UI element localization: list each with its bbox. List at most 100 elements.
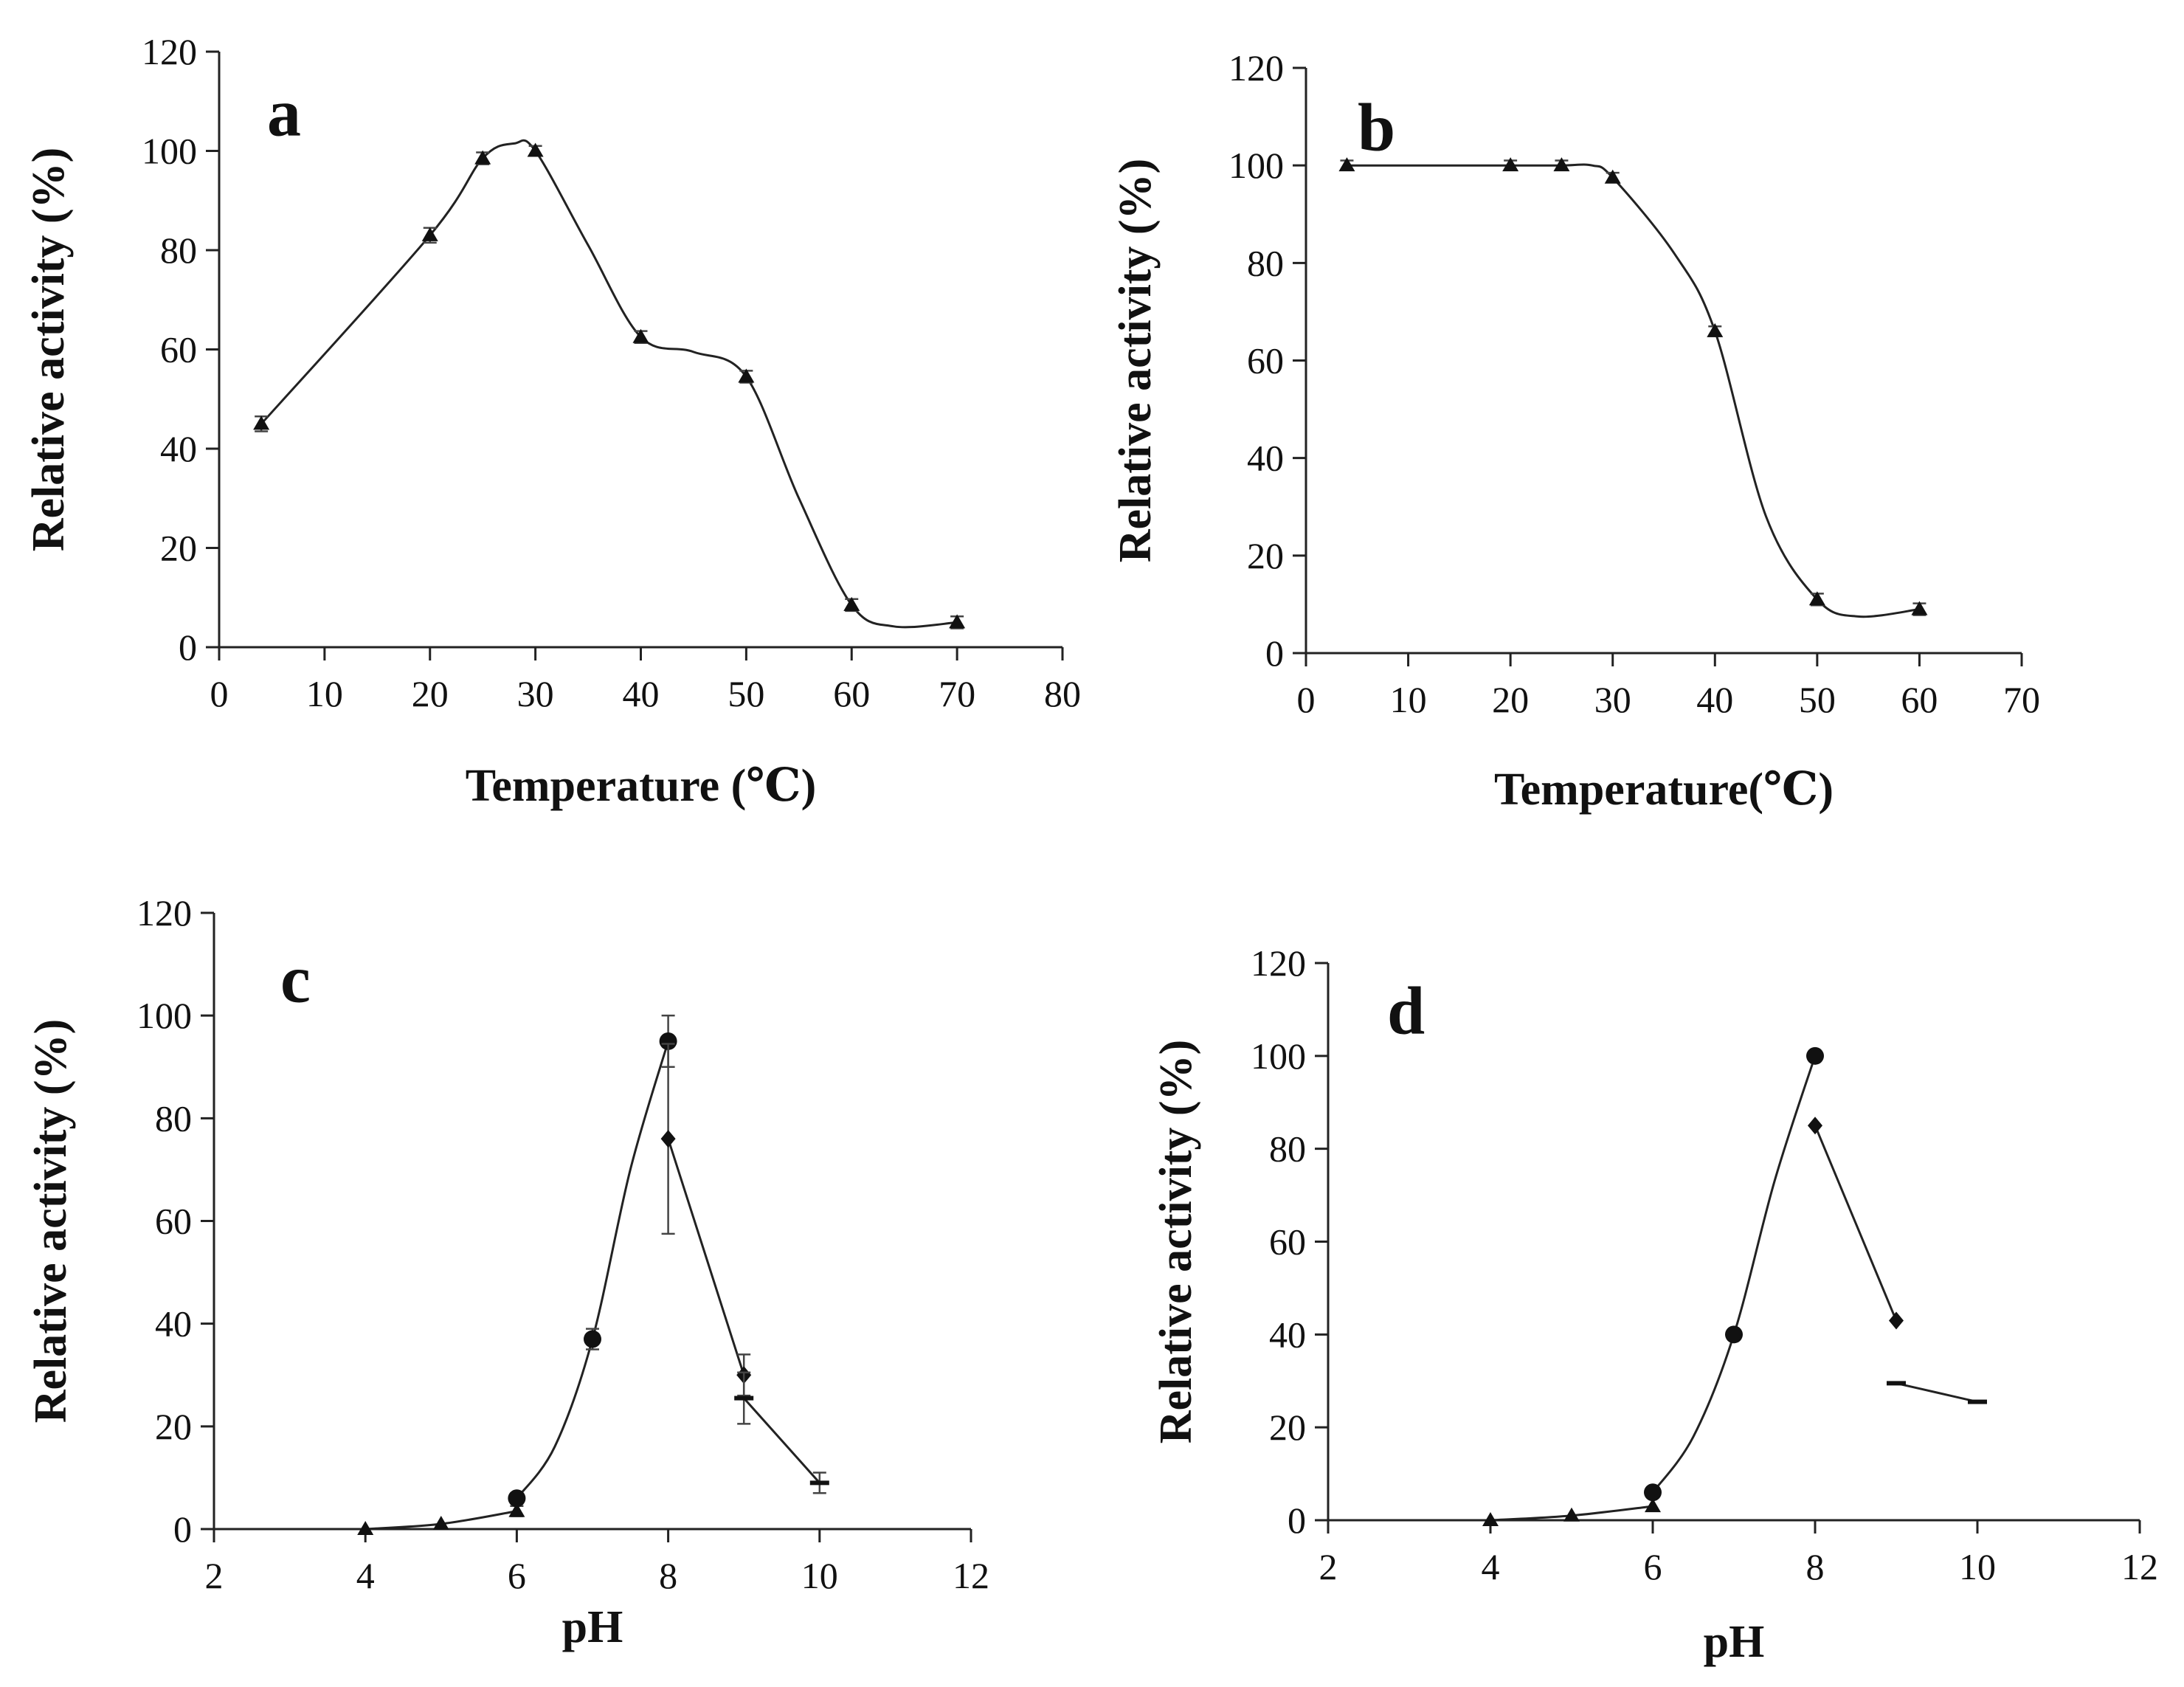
y-axis-title: Relative activity (%) (24, 148, 74, 551)
panel-letter: d (1387, 973, 1425, 1049)
data-point (1338, 157, 1355, 172)
y-axis-title: Relative activity (%) (1151, 1040, 1201, 1443)
y-tick-label: 80 (155, 1097, 192, 1139)
data-point (734, 1396, 754, 1401)
x-tick-label: 8 (659, 1555, 677, 1596)
y-tick-label: 40 (160, 428, 197, 469)
series-dash (734, 1371, 829, 1494)
data-point (1889, 1311, 1904, 1330)
series-line (260, 139, 958, 629)
y-tick-label: 40 (1269, 1314, 1306, 1355)
series-circle (508, 1014, 677, 1508)
data-point (1645, 1498, 1661, 1513)
x-tick-label: 20 (412, 673, 449, 714)
series-triangle (357, 1503, 525, 1535)
data-point (1808, 591, 1825, 606)
y-tick-label: 60 (160, 329, 197, 370)
y-tick-label: 120 (142, 31, 197, 72)
y-tick-label: 20 (160, 528, 197, 569)
data-point (949, 614, 966, 629)
y-tick-label: 60 (1247, 340, 1284, 382)
data-point (1808, 1117, 1822, 1135)
data-point (1911, 601, 1928, 615)
y-tick-label: 100 (136, 995, 192, 1036)
y-tick-label: 120 (1228, 47, 1284, 89)
x-tick-label: 4 (1482, 1546, 1500, 1587)
series-diamond (1808, 1117, 1904, 1330)
series-dash (1887, 1381, 1987, 1404)
y-tick-label: 40 (155, 1303, 192, 1345)
data-point (508, 1503, 525, 1517)
x-axis-title: Temperature(℃) (1494, 765, 1834, 815)
x-tick-label: 60 (833, 673, 870, 714)
series-line (1896, 1381, 1978, 1404)
panel-a: 0 20 40 60 80 100 120 0 10 20 30 40 50 60 70 80 Temperat… (24, 31, 1081, 811)
data-point (421, 227, 438, 241)
x-tick-label: 30 (1594, 679, 1631, 720)
x-tick-label: 12 (953, 1555, 989, 1596)
panel-c: 0 20 40 60 80 100 120 2 4 6 8 10 12 pH Relative activi… (26, 892, 989, 1652)
x-tick-label: 40 (623, 673, 660, 714)
x-axis-title: pH (1704, 1617, 1765, 1667)
y-tick-label: 20 (1247, 535, 1284, 576)
y-tick-label: 0 (1265, 632, 1284, 674)
data-point (1604, 169, 1621, 184)
y-tick-label: 80 (1247, 242, 1284, 283)
x-tick-label: 4 (356, 1555, 375, 1596)
data-point (474, 150, 491, 165)
panel-letter: c (280, 942, 311, 1017)
data-point (1725, 1325, 1743, 1344)
data-point (660, 1130, 676, 1148)
panel-letter: b (1358, 90, 1395, 165)
y-tick-label: 60 (155, 1201, 192, 1242)
series-line (743, 1397, 820, 1484)
y-tick-label: 60 (1269, 1221, 1306, 1263)
data-point (508, 1489, 526, 1508)
data-point (659, 1032, 677, 1050)
y-tick-label: 100 (1228, 145, 1284, 186)
x-tick-label: 10 (306, 673, 343, 714)
data-point (1806, 1046, 1824, 1065)
x-tick-label: 50 (1799, 679, 1836, 720)
x-tick-label: 12 (2121, 1546, 2158, 1587)
data-point (584, 1330, 601, 1348)
data-point (1482, 1512, 1499, 1526)
y-tick-label: 40 (1247, 438, 1284, 479)
x-tick-label: 6 (1644, 1546, 1662, 1587)
data-point (738, 368, 755, 383)
x-axis-title: pH (562, 1602, 623, 1652)
x-tick-label: 40 (1696, 679, 1733, 720)
series-triangle (1338, 157, 1928, 618)
series-line (1347, 163, 1920, 618)
y-tick-label: 20 (155, 1406, 192, 1447)
data-point (527, 142, 544, 157)
y-axis-title: Relative activity (%) (26, 1019, 76, 1423)
x-axis-title: Temperature (℃) (466, 761, 816, 811)
x-tick-label: 70 (2003, 679, 2040, 720)
x-tick-label: 10 (1390, 679, 1427, 720)
y-tick-label: 120 (136, 892, 192, 934)
y-axis-title: Relative activity (%) (1110, 159, 1161, 562)
data-point (1707, 322, 1724, 337)
data-point (253, 415, 270, 430)
x-tick-label: 2 (1319, 1546, 1338, 1587)
x-tick-label: 30 (517, 673, 554, 714)
x-tick-label: 10 (1959, 1546, 1996, 1587)
series-diamond (660, 1043, 752, 1397)
series-line (516, 1041, 670, 1500)
series-line (667, 1138, 745, 1376)
data-point (632, 328, 649, 343)
series-triangle (253, 139, 966, 629)
y-tick-label: 0 (179, 627, 197, 668)
x-tick-label: 60 (1901, 679, 1938, 720)
series-line (1651, 1055, 1817, 1494)
data-point (809, 1480, 829, 1486)
y-tick-label: 0 (1288, 1500, 1306, 1541)
x-tick-label: 10 (801, 1555, 838, 1596)
x-tick-label: 2 (205, 1555, 224, 1596)
series-triangle (1482, 1498, 1661, 1526)
x-tick-label: 8 (1806, 1546, 1825, 1587)
data-point (1887, 1381, 1906, 1386)
y-tick-label: 100 (142, 131, 197, 172)
